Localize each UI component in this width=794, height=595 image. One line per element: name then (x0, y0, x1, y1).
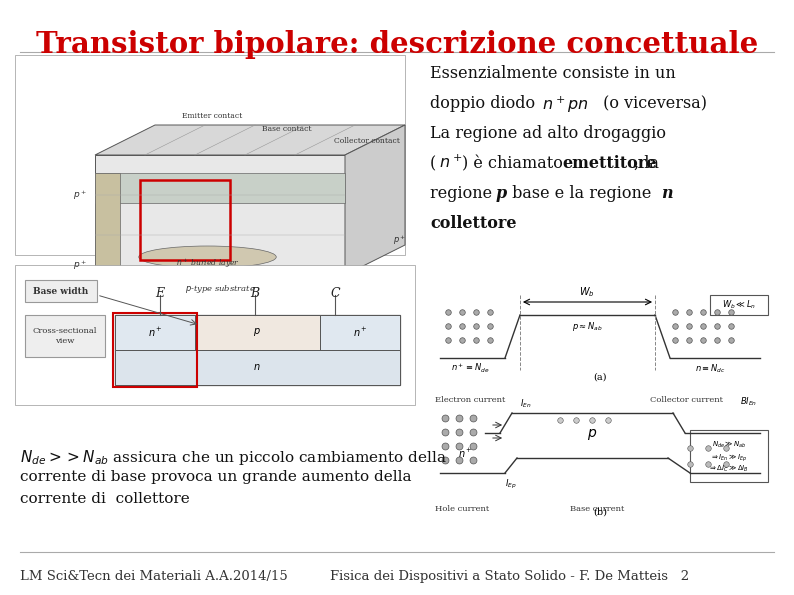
Text: Hole current: Hole current (435, 505, 489, 513)
Text: $p$: $p$ (587, 427, 597, 443)
Text: (: ( (430, 155, 436, 172)
Polygon shape (345, 125, 405, 275)
Bar (430, 290, 770, 385)
Text: , la: , la (634, 155, 659, 172)
Bar (25, 280, 97, 302)
Text: (o viceversa): (o viceversa) (598, 95, 707, 112)
Text: $p$-type substrate: $p$-type substrate (184, 283, 256, 295)
Text: $W_b \ll L_n$: $W_b \ll L_n$ (722, 299, 756, 311)
Text: Base contact: Base contact (262, 125, 312, 133)
Text: C: C (330, 287, 340, 300)
Text: $n^+$: $n^+$ (353, 325, 368, 339)
Bar (115, 315, 195, 350)
Bar (710, 295, 768, 315)
Text: regione: regione (430, 185, 497, 202)
Text: $BI_{En}$: $BI_{En}$ (740, 396, 757, 409)
Bar (113, 313, 197, 387)
Text: $n^+$: $n^+$ (148, 325, 163, 339)
Ellipse shape (139, 246, 276, 268)
Bar (115, 350, 400, 385)
Text: $p^+$: $p^+$ (73, 188, 87, 202)
Text: $N_{de} \gg N_{ab}$: $N_{de} \gg N_{ab}$ (711, 440, 746, 450)
Text: $p^+$: $p^+$ (73, 258, 87, 272)
Text: $n^+$ buried layer: $n^+$ buried layer (175, 256, 240, 270)
Text: p: p (496, 185, 507, 202)
Text: $p \approx N_{ab}$: $p \approx N_{ab}$ (572, 320, 603, 333)
Bar (690, 430, 768, 482)
Text: $p$: $p$ (253, 326, 261, 338)
Text: Transistor bipolare: descrizione concettuale: Transistor bipolare: descrizione concett… (36, 30, 758, 59)
Text: Collector current: Collector current (650, 396, 723, 404)
Bar (95, 173, 120, 275)
Text: E: E (156, 287, 164, 300)
Bar (25, 315, 105, 357)
Text: Cross-sectional
view: Cross-sectional view (33, 327, 97, 345)
Bar (115, 315, 400, 385)
Bar (15, 265, 415, 405)
Bar (15, 55, 405, 255)
Bar (320, 315, 400, 350)
Text: $n \equiv N_{dc}$: $n \equiv N_{dc}$ (695, 362, 726, 375)
Text: corrente di  collettore: corrente di collettore (20, 492, 190, 506)
Text: Fisica dei Dispositivi a Stato Solido - F. De Matteis   2: Fisica dei Dispositivi a Stato Solido - … (330, 570, 689, 583)
Text: $I_{Ep}$: $I_{Ep}$ (505, 478, 517, 491)
Bar (140, 180, 230, 260)
Bar (95, 155, 345, 275)
Text: (a): (a) (593, 373, 607, 382)
Text: base e la regione: base e la regione (507, 185, 657, 202)
Text: $W_b$: $W_b$ (579, 285, 595, 299)
Bar (195, 315, 320, 350)
Text: n: n (661, 185, 673, 202)
Text: LM Sci&Tecn dei Materiali A.A.2014/15: LM Sci&Tecn dei Materiali A.A.2014/15 (20, 570, 287, 583)
Text: doppio diodo: doppio diodo (430, 95, 540, 112)
Text: ) è chiamato: ) è chiamato (462, 155, 568, 172)
Text: emettitore: emettitore (562, 155, 657, 172)
Text: $\Rightarrow \Delta I_C \gg \Delta I_B$: $\Rightarrow \Delta I_C \gg \Delta I_B$ (708, 464, 750, 474)
Text: Base width: Base width (33, 287, 89, 296)
Text: collettore: collettore (430, 215, 517, 232)
Text: $n^+pn$: $n^+pn$ (542, 95, 588, 115)
Text: Electron current: Electron current (435, 396, 505, 404)
Text: $N_{de}>>N_{ab}$ assicura che un piccolo cambiamento della: $N_{de}>>N_{ab}$ assicura che un piccolo… (20, 448, 447, 467)
Text: (b): (b) (593, 508, 607, 517)
Text: $\Rightarrow I_{En} \gg I_{Ep}$: $\Rightarrow I_{En} \gg I_{Ep}$ (711, 452, 748, 464)
Text: $p^+$: $p^+$ (393, 233, 407, 247)
Text: $n^+$: $n^+$ (457, 446, 472, 459)
Text: Emitter contact: Emitter contact (183, 112, 243, 120)
Bar (430, 388, 770, 518)
Text: $n^+ \equiv N_{de}$: $n^+ \equiv N_{de}$ (451, 362, 489, 375)
Text: Collector contact: Collector contact (334, 137, 400, 145)
Text: $I_{En}$: $I_{En}$ (520, 397, 531, 410)
Text: $n$: $n$ (253, 362, 260, 372)
Text: B: B (250, 287, 260, 300)
Text: Base current: Base current (570, 505, 624, 513)
Polygon shape (95, 125, 405, 155)
Text: Essenzialmente consiste in un: Essenzialmente consiste in un (430, 65, 676, 82)
Text: corrente di base provoca un grande aumento della: corrente di base provoca un grande aumen… (20, 470, 411, 484)
Bar (95, 173, 345, 203)
Text: La regione ad alto drogaggio: La regione ad alto drogaggio (430, 125, 666, 142)
Text: $\boldsymbol{n^+}$: $\boldsymbol{n^+}$ (439, 155, 462, 173)
